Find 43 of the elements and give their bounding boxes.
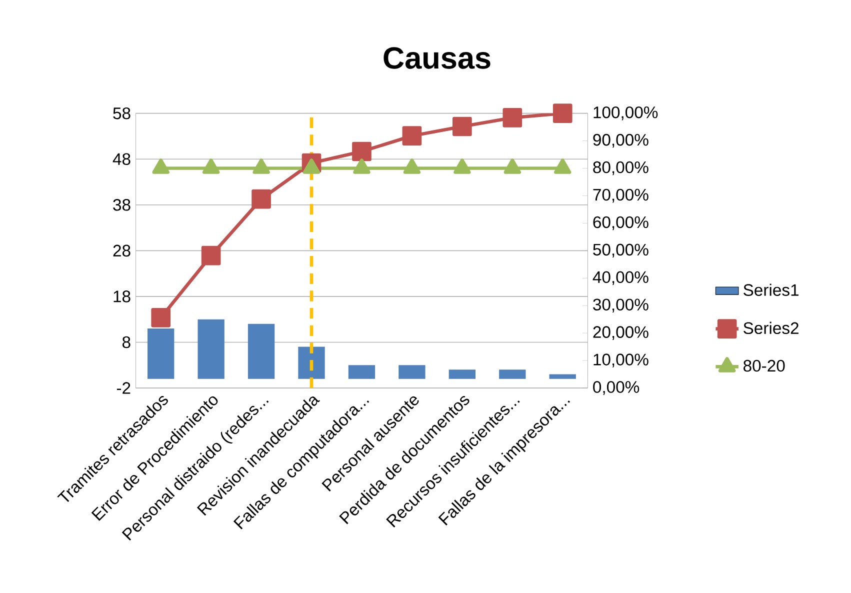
bar [198,319,224,379]
point [252,158,270,174]
bar [248,324,275,379]
y2-tick-label: 20,00% [593,326,648,340]
legend-label: Series2 [744,322,798,334]
point [504,158,521,174]
bar [499,370,526,379]
y-tick-label: 18 [114,290,130,302]
y-tick-label: 8 [122,336,130,348]
point [554,158,572,174]
y-tick-label: -2 [116,382,130,394]
point [151,308,171,328]
point [252,189,271,209]
point [403,158,421,174]
y2-tick-label: 90,00% [593,134,648,148]
legend-label: 80-20 [744,360,785,372]
bar [398,365,426,379]
y2-tick-label: 40,00% [592,271,648,286]
y2-tick-label: 30,00% [593,298,648,312]
y2-tick-label: 100,00% [594,106,658,120]
y-tick-label: 58 [113,107,130,120]
y2-tick-label: 80,00% [593,161,648,176]
point [353,158,370,174]
y-tick-label: 38 [113,199,130,211]
y2-tick-label: 70,00% [593,188,648,203]
y-tick-label: 28 [113,244,130,257]
point [202,158,220,174]
bar [148,328,174,379]
y2-tick-label: 50,00% [593,244,648,258]
bar [448,370,476,379]
y-tick-label: 48 [112,153,130,166]
bar [549,374,576,379]
chart-title: Causas [384,47,490,69]
point [454,158,471,174]
y2-tick-label: 0,00% [593,381,640,395]
point [201,246,221,266]
bar [348,365,376,379]
y2-tick-label: 60,00% [593,216,648,230]
bar [298,346,325,379]
y2-tick-label: 10,00% [594,354,648,368]
legend-label: Series1 [744,284,798,296]
point [152,158,170,174]
point [302,158,320,174]
